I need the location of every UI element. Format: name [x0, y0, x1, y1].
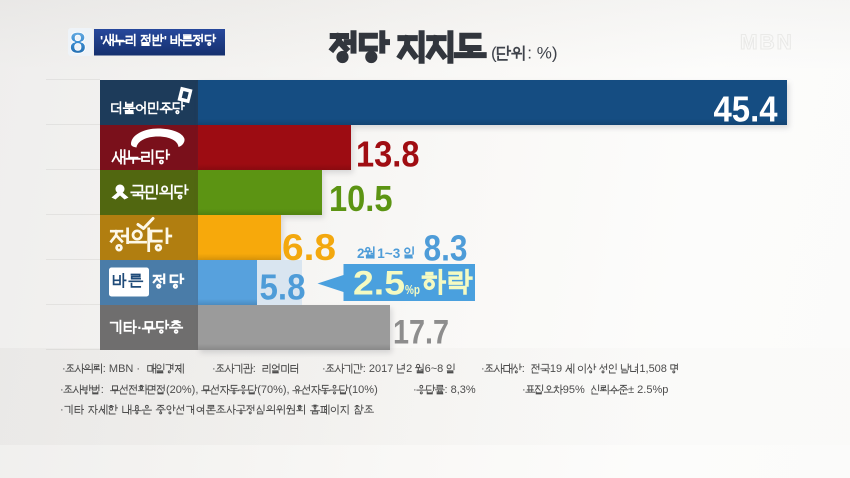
svg-text:± 2.5%p: ± 2.5%p: [628, 384, 668, 396]
svg-text:: %): : %): [527, 44, 557, 63]
svg-text:': ': [164, 33, 167, 48]
svg-text:6~8: 6~8: [425, 363, 444, 375]
svg-text::: :: [101, 384, 104, 396]
svg-text:·: ·: [137, 320, 142, 337]
svg-text:·: ·: [413, 384, 417, 396]
svg-text:: MBN ·: : MBN ·: [103, 363, 140, 375]
svg-text:·: ·: [481, 363, 485, 375]
svg-text:(: (: [491, 44, 497, 63]
svg-text:·: ·: [60, 404, 64, 416]
svg-text:(20%),: (20%),: [166, 384, 198, 396]
svg-text:10.5: 10.5: [329, 178, 393, 219]
svg-text:95%: 95%: [563, 384, 585, 396]
svg-text:: 2017: : 2017: [363, 363, 394, 375]
svg-text:·: ·: [212, 363, 216, 375]
svg-text:1~3: 1~3: [377, 246, 400, 261]
svg-text:45.4: 45.4: [714, 89, 778, 130]
svg-text:5.8: 5.8: [260, 267, 306, 308]
svg-text:6.8: 6.8: [282, 227, 336, 268]
svg-text:13.8: 13.8: [356, 134, 420, 175]
svg-text:(70%),: (70%),: [257, 384, 289, 396]
svg-text:(10%): (10%): [348, 384, 377, 396]
svg-text:: 8,3%: : 8,3%: [445, 384, 476, 396]
svg-text:2: 2: [357, 246, 365, 261]
svg-text:·: ·: [522, 384, 526, 396]
svg-text:2: 2: [406, 363, 412, 375]
svg-text:%p: %p: [405, 282, 420, 297]
svg-text:·: ·: [60, 384, 64, 396]
svg-text:·: ·: [322, 363, 326, 375]
svg-text:MBN: MBN: [740, 31, 794, 54]
svg-text:·: ·: [62, 363, 66, 375]
svg-text:2.5: 2.5: [353, 265, 405, 303]
svg-text:1,508: 1,508: [639, 363, 667, 375]
svg-text:8.3: 8.3: [424, 228, 468, 269]
svg-text:8: 8: [70, 27, 87, 60]
svg-text::: :: [522, 363, 525, 375]
svg-text::: :: [253, 363, 256, 375]
svg-text:': ': [100, 33, 103, 48]
svg-text:19: 19: [550, 363, 562, 375]
svg-text:17.7: 17.7: [393, 314, 449, 352]
